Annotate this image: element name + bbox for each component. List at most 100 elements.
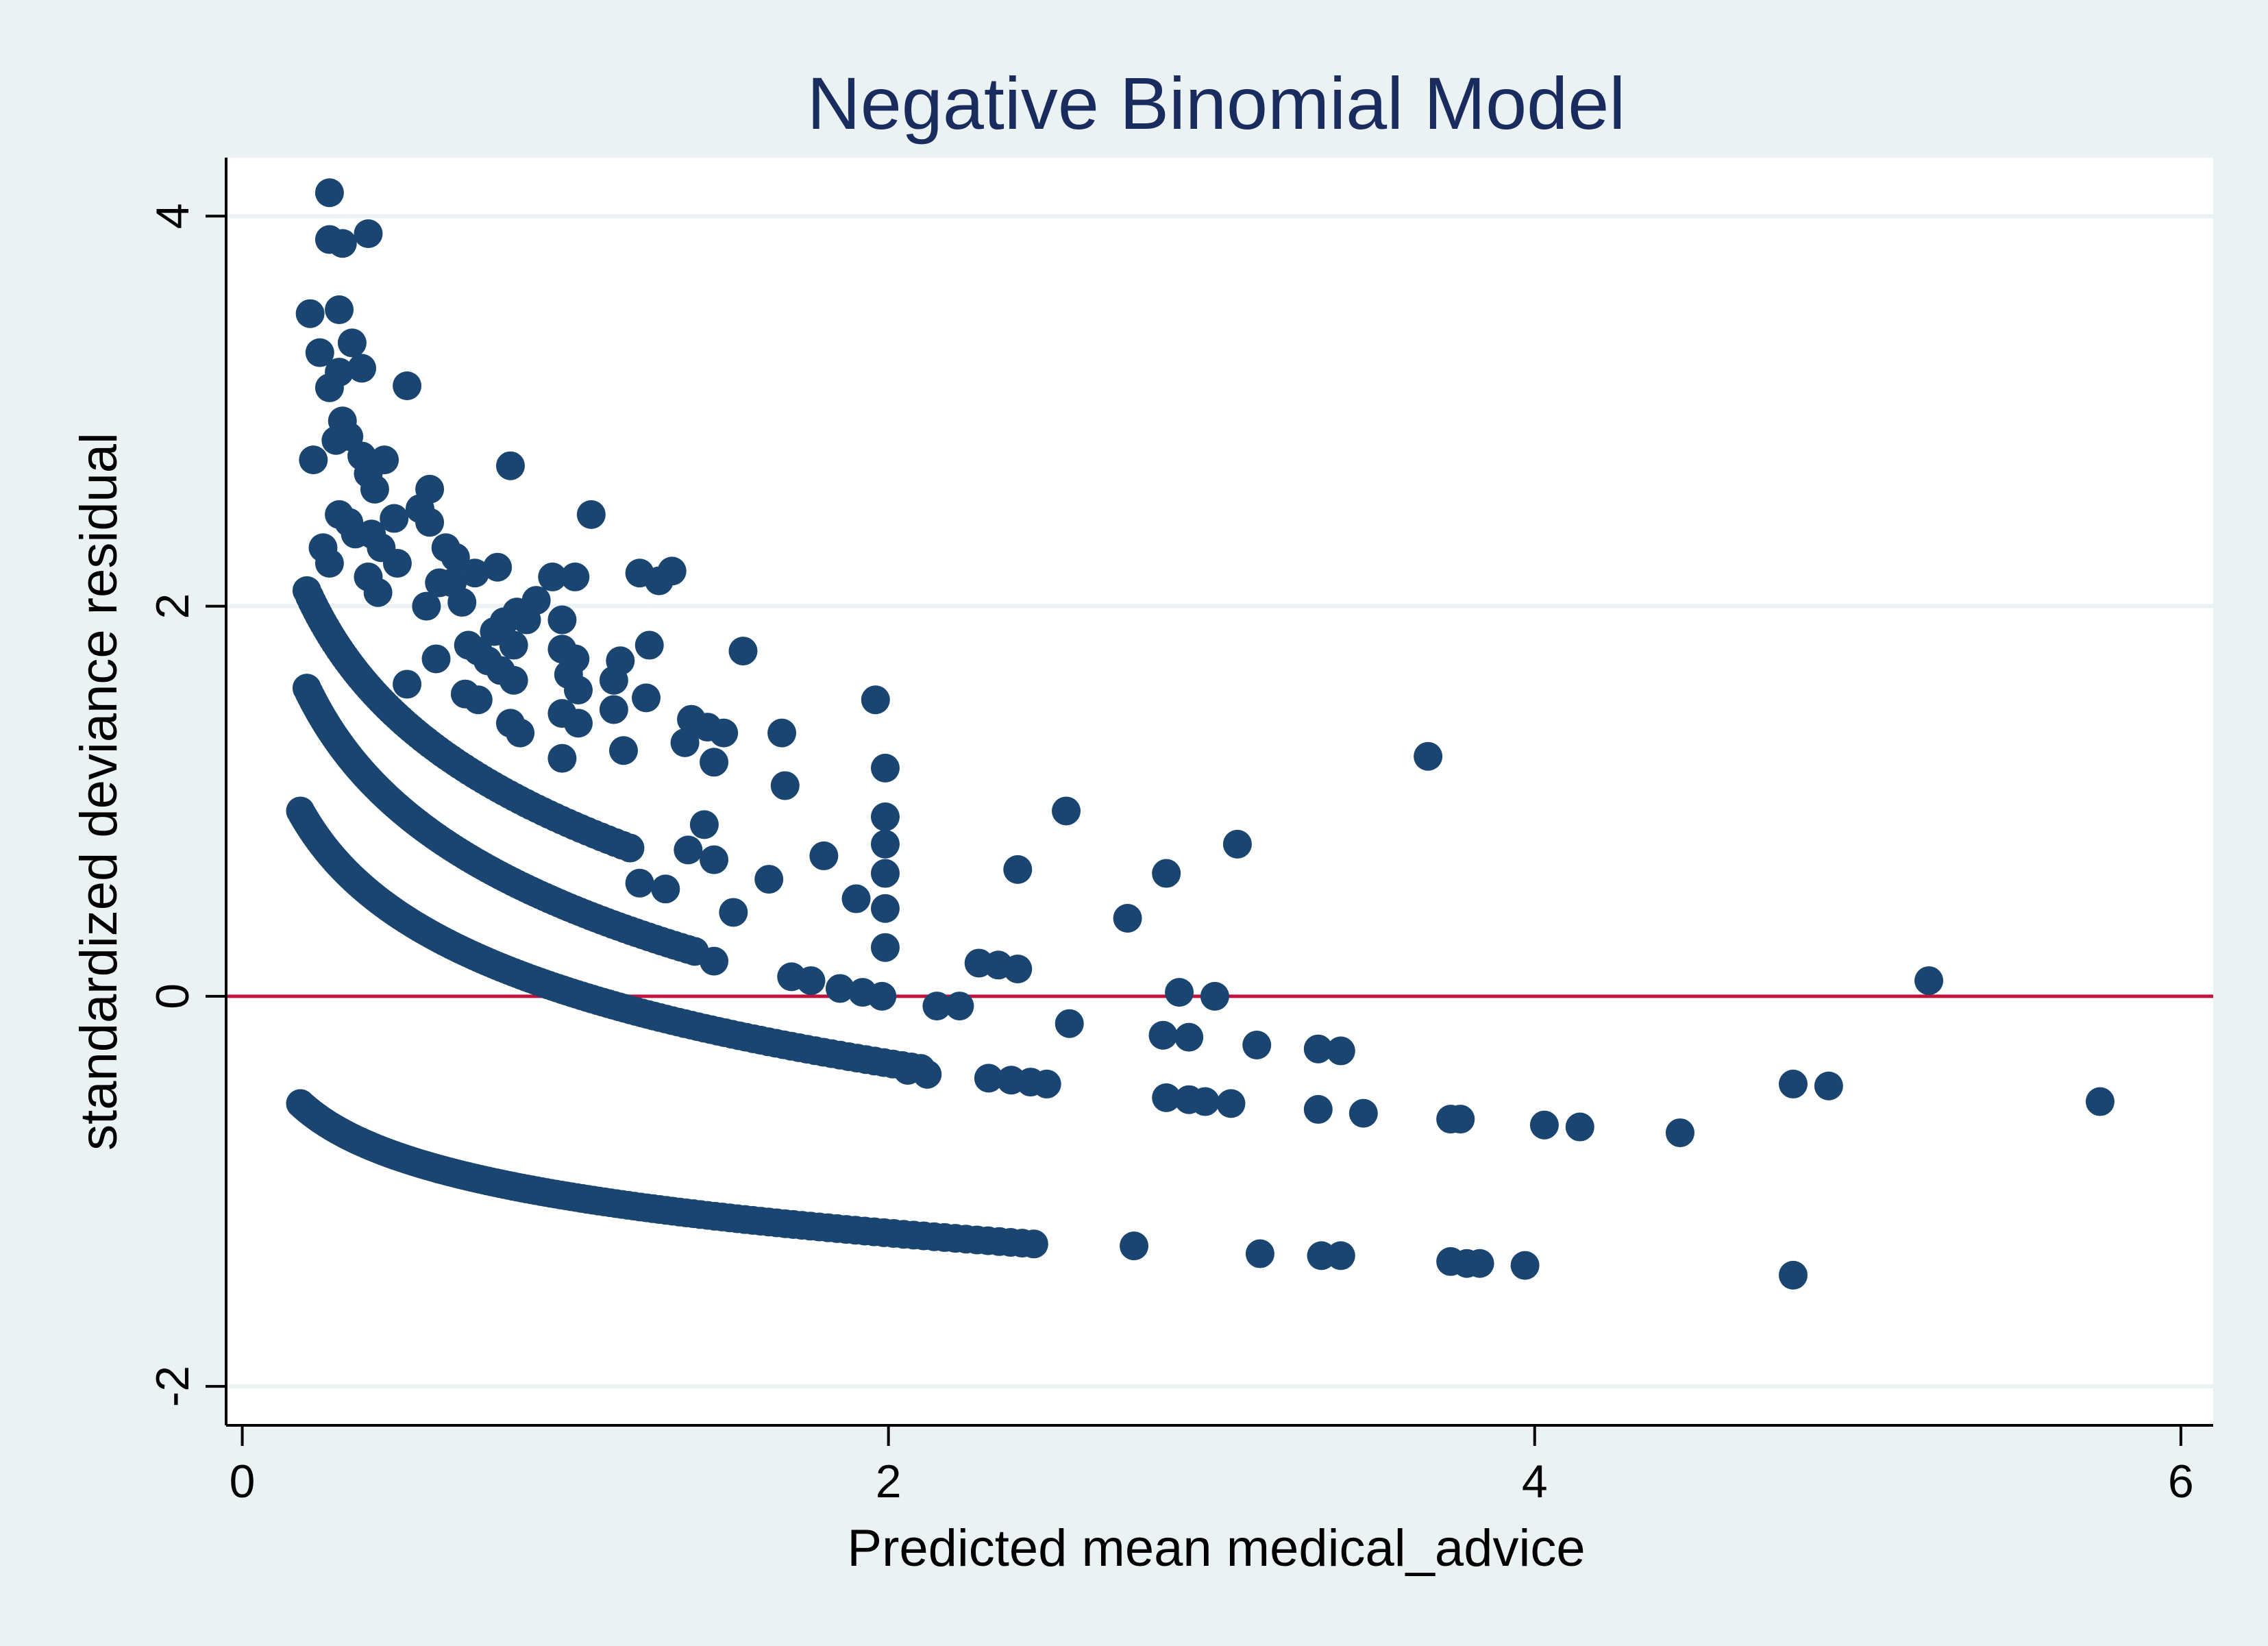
data-point	[1152, 859, 1181, 888]
y-axis-label: standardized deviance residual	[70, 432, 128, 1151]
y-tick-label: -2	[147, 1366, 199, 1407]
data-point	[1165, 978, 1194, 1007]
data-point	[1032, 1069, 1061, 1098]
data-point	[441, 543, 470, 572]
data-point	[1052, 796, 1081, 826]
data-point	[576, 500, 606, 529]
data-point	[547, 605, 577, 635]
data-point	[347, 354, 377, 383]
data-point	[700, 748, 729, 777]
data-point	[867, 981, 897, 1011]
data-point	[700, 845, 729, 874]
data-point	[1113, 904, 1142, 933]
gridlines	[226, 214, 2213, 1389]
x-tick-label: 4	[1522, 1455, 1548, 1508]
data-point	[870, 933, 900, 962]
data-point	[315, 178, 344, 208]
data-point	[499, 665, 528, 695]
data-point	[1914, 966, 1944, 996]
data-point	[1148, 1020, 1178, 1050]
data-point	[689, 810, 719, 839]
data-point	[1174, 1022, 1204, 1052]
data-point	[1414, 741, 1443, 771]
x-axis-label: Predicted mean medical_advice	[847, 1519, 1585, 1577]
data-point	[674, 835, 703, 865]
data-point	[974, 1064, 1003, 1093]
data-point	[393, 670, 422, 699]
data-point	[1200, 981, 1229, 1011]
data-point	[1814, 1071, 1843, 1101]
data-point	[483, 552, 513, 582]
data-point	[463, 685, 493, 715]
data-point	[1003, 855, 1033, 884]
data-point	[606, 646, 635, 676]
data-point	[315, 549, 344, 578]
data-point	[360, 474, 389, 504]
data-point	[2085, 1087, 2115, 1116]
data-point	[1190, 1087, 1220, 1116]
data-point	[945, 992, 974, 1021]
data-point	[670, 728, 700, 757]
data-point	[547, 744, 577, 773]
y-tick-label: 2	[147, 593, 199, 619]
data-point	[913, 1059, 942, 1089]
data-point	[770, 771, 800, 800]
data-point	[615, 833, 645, 863]
axes	[206, 158, 2213, 1446]
data-point	[1216, 1089, 1246, 1118]
data-point	[560, 562, 590, 591]
data-point	[599, 695, 628, 724]
data-point	[337, 328, 367, 358]
data-point	[363, 578, 393, 607]
data-point	[1019, 1229, 1048, 1259]
data-point	[1120, 1231, 1149, 1261]
data-point	[412, 591, 441, 621]
y-tick-label: 4	[147, 203, 199, 229]
data-point	[861, 685, 890, 715]
data-markers	[286, 178, 2115, 1290]
data-point	[870, 829, 900, 859]
data-point	[380, 504, 409, 533]
data-point	[1446, 1105, 1475, 1134]
data-point	[632, 683, 661, 713]
data-point	[625, 868, 654, 898]
data-point	[305, 338, 334, 367]
data-point	[1665, 1118, 1694, 1148]
x-tick-labels: 0 2 4 6	[230, 1455, 2194, 1508]
data-point	[870, 859, 900, 888]
x-tick-label: 0	[230, 1455, 256, 1508]
data-point	[1303, 1034, 1333, 1064]
data-point	[495, 451, 525, 480]
data-point	[1348, 1098, 1378, 1128]
data-point	[1510, 1251, 1540, 1280]
data-point	[728, 637, 758, 666]
data-point	[447, 587, 477, 617]
data-point	[841, 884, 871, 913]
data-point	[870, 894, 900, 923]
y-tick-labels: -2 0 2 4	[147, 203, 199, 1407]
data-point	[563, 709, 593, 738]
data-point	[870, 802, 900, 831]
data-point	[1242, 1031, 1272, 1059]
plot-area	[226, 158, 2213, 1425]
data-point	[1222, 829, 1252, 859]
data-point	[325, 358, 354, 387]
data-point	[299, 445, 328, 475]
data-point	[700, 946, 729, 976]
x-tick-label: 6	[2168, 1455, 2194, 1508]
y-tick-label: 0	[147, 983, 199, 1009]
data-point	[1778, 1260, 1808, 1290]
data-point	[609, 736, 638, 765]
data-point	[1245, 1239, 1274, 1268]
data-point	[809, 841, 839, 870]
data-point	[506, 718, 535, 748]
data-point	[1326, 1241, 1355, 1270]
data-point	[1326, 1036, 1355, 1066]
data-point	[1055, 1009, 1084, 1038]
data-point	[719, 898, 748, 927]
data-point	[538, 562, 567, 591]
data-point	[796, 966, 826, 996]
data-point	[1778, 1069, 1808, 1098]
data-point	[328, 229, 357, 258]
